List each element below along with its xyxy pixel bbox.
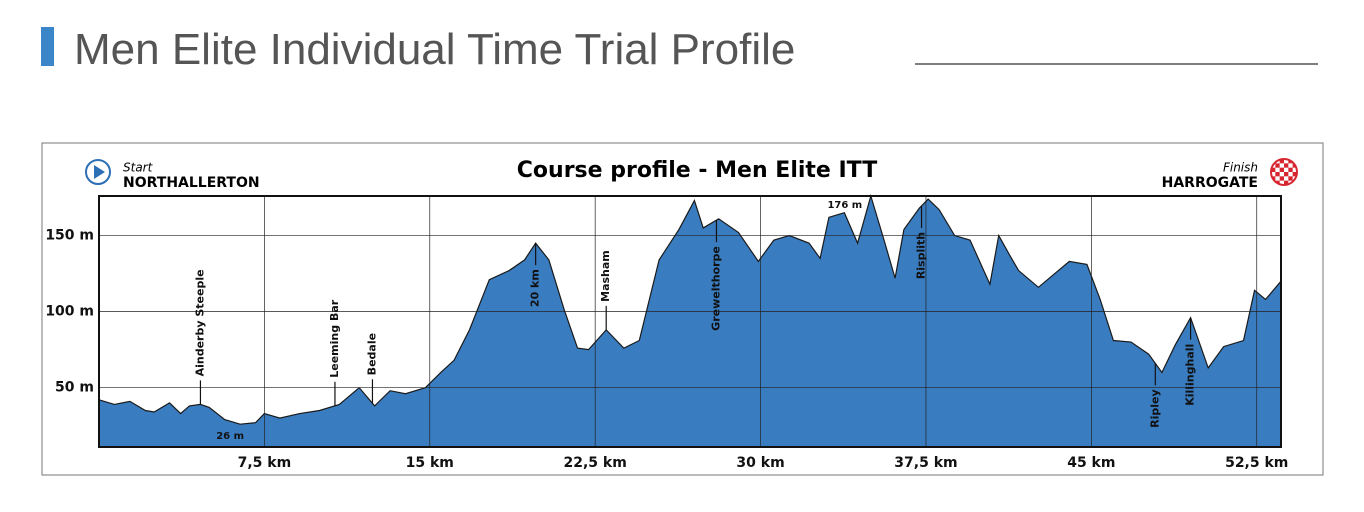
place-label: Grewelthorpe <box>709 246 722 331</box>
x-tick-label: 45 km <box>1067 455 1115 471</box>
place-label: Killinghall <box>1184 344 1197 406</box>
start-place: NORTHALLERTON <box>123 175 260 191</box>
checker-ring <box>1270 158 1298 186</box>
checker-cell <box>1284 172 1289 177</box>
x-tick-label: 15 km <box>406 455 454 471</box>
place-label: 20 km <box>529 269 542 307</box>
checker-cell <box>1279 176 1284 181</box>
place-label: Risplith <box>915 232 928 279</box>
y-tick-label: 150 m <box>45 228 94 244</box>
checker-cell <box>1284 180 1289 185</box>
place-label: Ainderby Steeple <box>193 269 206 376</box>
checker-cell <box>1288 167 1293 172</box>
checker-cell <box>1284 163 1289 168</box>
place-label: Masham <box>599 250 612 302</box>
checker-cell <box>1275 163 1280 168</box>
place-label: Leeming Bar <box>328 299 341 378</box>
x-tick-label: 7,5 km <box>238 455 292 471</box>
y-tick-label: 50 m <box>55 380 94 396</box>
finish-place: HARROGATE <box>1162 175 1258 191</box>
y-tick-label: 100 m <box>45 304 94 320</box>
checker-cell <box>1279 159 1284 164</box>
plot-frame <box>98 195 1282 448</box>
chart-frame <box>41 142 1324 476</box>
finish-label: Finish <box>1223 161 1258 175</box>
checker-cell <box>1288 176 1293 181</box>
elevation-label: 26 m <box>216 431 244 442</box>
start-icon-arrow <box>94 165 105 179</box>
x-tick-label: 30 km <box>736 455 784 471</box>
page-title: Men Elite Individual Time Trial Profile <box>74 25 795 74</box>
x-tick-label: 22,5 km <box>564 455 627 471</box>
place-label: Ripley <box>1148 389 1161 428</box>
finish-icon <box>1270 158 1298 186</box>
place-label: Bedale <box>365 333 378 375</box>
checker-cell <box>1275 172 1280 177</box>
chart-title: Course profile - Men Elite ITT <box>517 158 877 183</box>
x-tick-label: 37,5 km <box>894 455 957 471</box>
start-label: Start <box>123 161 154 175</box>
elevation-label: 176 m <box>827 200 862 211</box>
checker-cell <box>1271 167 1276 172</box>
title-marker <box>41 27 54 66</box>
x-tick-label: 52,5 km <box>1225 455 1288 471</box>
checker-cell <box>1279 167 1284 172</box>
elevation-area <box>98 193 1282 448</box>
checker-cell <box>1292 172 1297 177</box>
